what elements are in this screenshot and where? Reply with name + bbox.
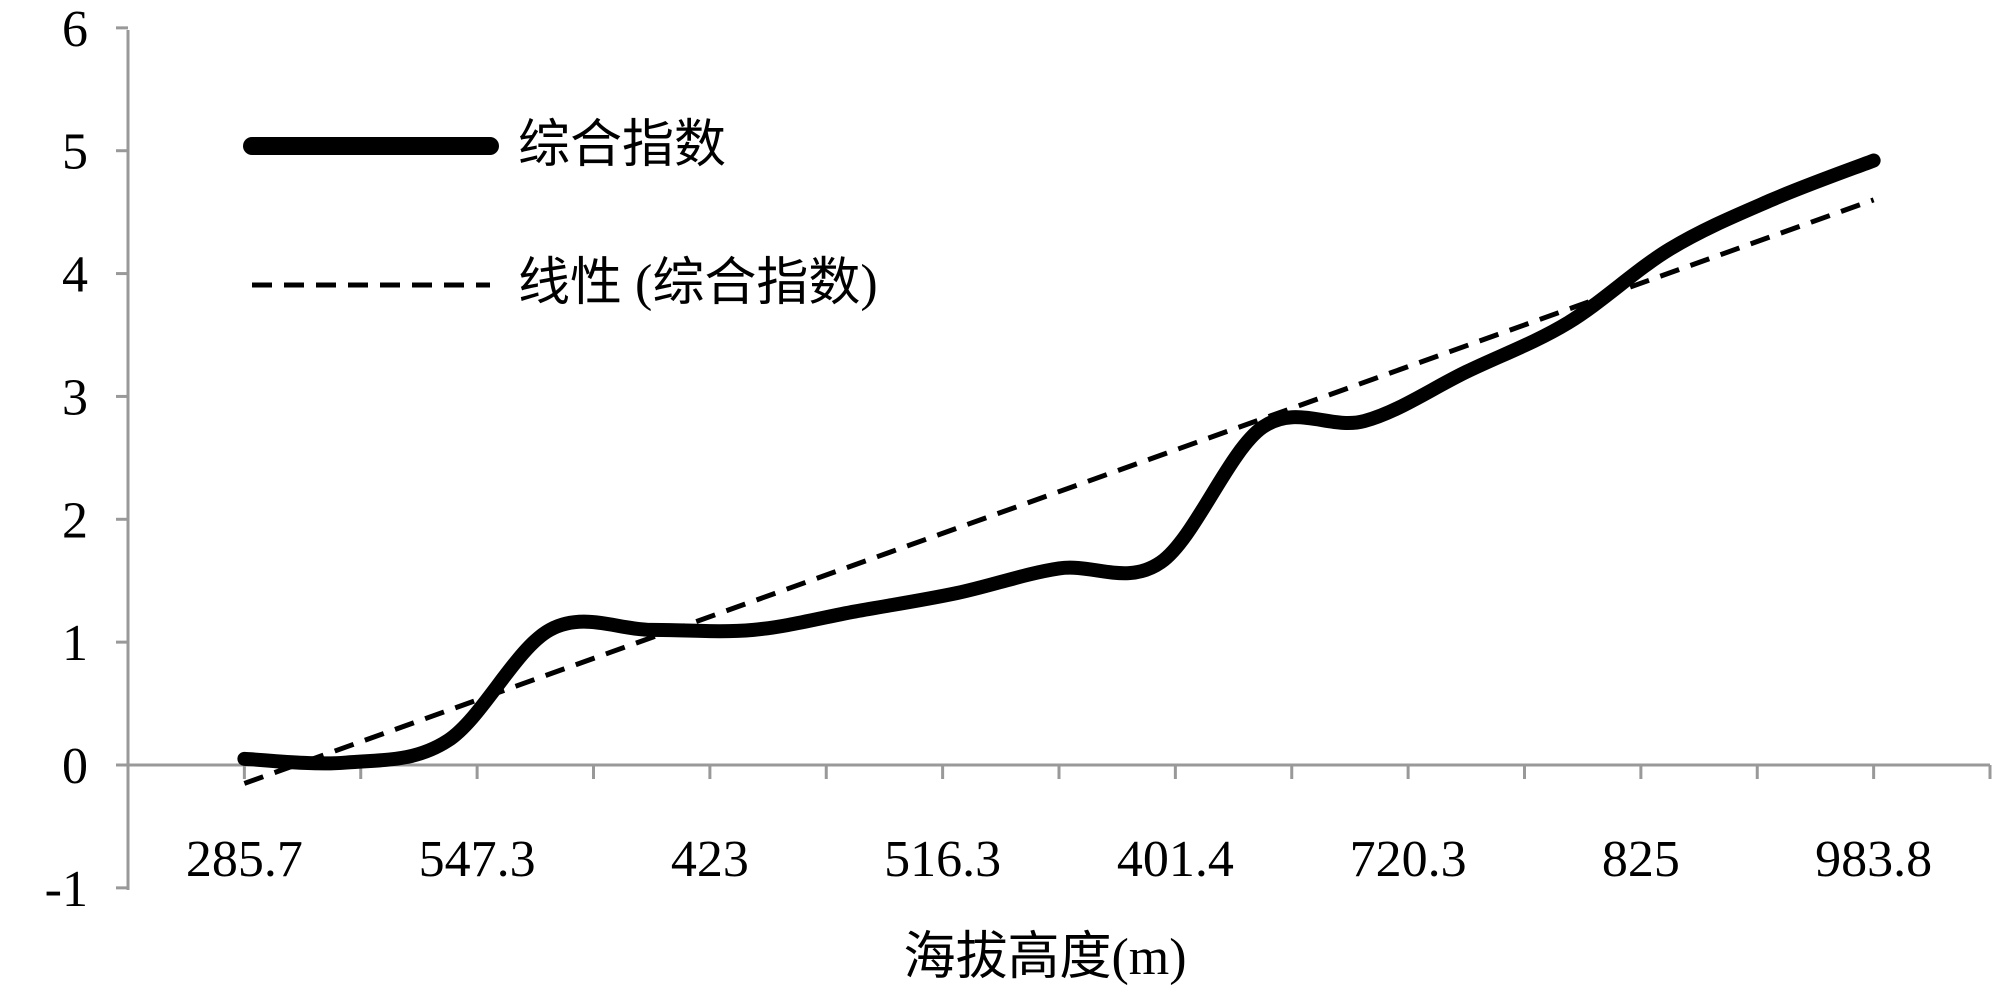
y-tick-label: 5 [62, 124, 88, 181]
x-tick-label: 720.3 [1350, 831, 1467, 888]
series-line-linear-trend [243, 197, 1875, 786]
y-tick-label: 2 [62, 492, 88, 549]
x-tick-label: 825 [1602, 831, 1680, 888]
series-layer [237, 153, 1881, 786]
legend-label-linear-trend: 线性 (综合指数) [518, 255, 878, 312]
x-tick-label: 547.3 [419, 831, 536, 888]
y-tick-label: 4 [62, 247, 88, 304]
x-tick-label: 983.8 [1815, 831, 1932, 888]
y-tick-label: 6 [62, 1, 88, 58]
legend-label-composite-index: 综合指数 [518, 117, 726, 174]
x-tick-label: 401.4 [1117, 831, 1234, 888]
y-tick-label: -1 [45, 861, 88, 918]
series-line-composite-index [237, 153, 1881, 771]
x-axis-label: 海拔高度(m) [903, 929, 1186, 986]
x-tick-label: 285.7 [186, 831, 303, 888]
axes: 6 5 4 3 2 1 0 -1 285.7 547.3 423 516.3 401.4 720.3 825… [45, 1, 1992, 918]
y-tick-label: 1 [62, 615, 88, 672]
x-tick-label: 423 [671, 831, 749, 888]
y-tick-label: 3 [62, 369, 88, 426]
x-tick-label: 516.3 [884, 831, 1001, 888]
y-tick-label: 0 [62, 738, 88, 795]
